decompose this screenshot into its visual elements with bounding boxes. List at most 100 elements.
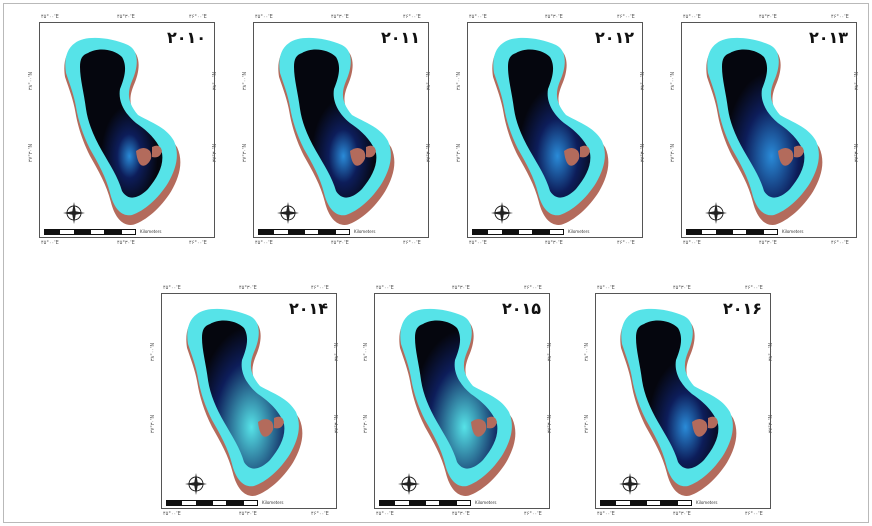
coord-bottom-mid: ۴۵°۳۰'E (452, 511, 470, 517)
coord-left-top: ۳۸°۰۰'N (363, 342, 370, 362)
coord-bottom-left: ۴۵°۰۰'E (163, 511, 181, 517)
coord-bottom-mid: ۴۵°۳۰'E (239, 511, 257, 517)
coord-top-left: ۴۵°۰۰'E (683, 14, 701, 20)
map-panel: ۲۰۱۶ Kilometers (595, 293, 771, 509)
coord-right-bottom: ۳۷°۳۰'N (547, 414, 554, 434)
coord-top-mid: ۴۵°۳۰'E (673, 285, 691, 291)
year-label: ۲۰۱۰ (166, 28, 206, 47)
coord-top-mid: ۴۵°۳۰'E (545, 14, 563, 20)
coord-bottom-right: ۴۶°۰۰'E (403, 240, 421, 246)
scale-bar (600, 500, 692, 506)
coord-bottom-mid: ۴۵°۳۰'E (545, 240, 563, 246)
coord-left-top: ۳۸°۰۰'N (584, 342, 591, 362)
coord-bottom-mid: ۴۵°۳۰'E (331, 240, 349, 246)
year-label: ۲۰۱۱ (380, 28, 420, 47)
scale-bar (472, 229, 564, 235)
scale-label: Kilometers (140, 229, 162, 234)
coord-top-right: ۴۶°۰۰'E (831, 14, 849, 20)
scale-label: Kilometers (262, 500, 284, 505)
coord-left-top: ۳۸°۰۰'N (670, 71, 677, 91)
coord-bottom-right: ۴۶°۰۰'E (311, 511, 329, 517)
coord-left-bottom: ۳۷°۳۰'N (363, 414, 370, 434)
lake-map-image (399, 308, 516, 496)
coord-right-top: ۳۸°۰۰'N (426, 71, 433, 91)
scale-bar (258, 229, 350, 235)
north-arrow-icon (398, 473, 420, 495)
coord-top-mid: ۴۵°۳۰'E (452, 285, 470, 291)
map-panel: ۲۰۱۰ Kilometers (39, 22, 215, 238)
coord-top-right: ۴۶°۰۰'E (524, 285, 542, 291)
coord-top-right: ۴۶°۰۰'E (745, 285, 763, 291)
coord-left-bottom: ۳۷°۳۰'N (670, 143, 677, 163)
coord-top-mid: ۴۵°۳۰'E (117, 14, 135, 20)
north-arrow-icon (185, 473, 207, 495)
north-arrow-icon (705, 202, 727, 224)
scale-bar (166, 500, 258, 506)
coord-left-bottom: ۳۷°۳۰'N (456, 143, 463, 163)
coord-top-left: ۴۵°۰۰'E (163, 285, 181, 291)
coord-bottom-right: ۴۶°۰۰'E (189, 240, 207, 246)
coord-bottom-left: ۴۵°۰۰'E (597, 511, 615, 517)
coord-right-bottom: ۳۷°۳۰'N (640, 143, 647, 163)
coord-bottom-right: ۴۶°۰۰'E (617, 240, 635, 246)
north-arrow-icon (277, 202, 299, 224)
scale-bar (686, 229, 778, 235)
coord-top-mid: ۴۵°۳۰'E (331, 14, 349, 20)
north-arrow-icon (491, 202, 513, 224)
map-panel: ۲۰۱۲ Kilometers (467, 22, 643, 238)
coord-top-right: ۴۶°۰۰'E (403, 14, 421, 20)
coord-bottom-left: ۴۵°۰۰'E (683, 240, 701, 246)
scale-label: Kilometers (354, 229, 376, 234)
lake-map-image (620, 308, 737, 496)
coord-right-top: ۳۸°۰۰'N (334, 342, 341, 362)
coord-top-left: ۴۵°۰۰'E (597, 285, 615, 291)
coord-right-bottom: ۳۷°۳۰'N (334, 414, 341, 434)
coord-right-bottom: ۳۷°۳۰'N (854, 143, 861, 163)
coord-bottom-mid: ۴۵°۳۰'E (759, 240, 777, 246)
map-panel: ۲۰۱۵ Kilometers (374, 293, 550, 509)
year-label: ۲۰۱۶ (722, 299, 762, 318)
coord-left-bottom: ۳۷°۳۰'N (584, 414, 591, 434)
year-label: ۲۰۱۲ (594, 28, 634, 47)
coord-top-mid: ۴۵°۳۰'E (239, 285, 257, 291)
coord-bottom-right: ۴۶°۰۰'E (745, 511, 763, 517)
scale-label: Kilometers (782, 229, 804, 234)
coord-left-bottom: ۳۷°۳۰'N (242, 143, 249, 163)
coord-bottom-left: ۴۵°۰۰'E (376, 511, 394, 517)
coord-bottom-left: ۴۵°۰۰'E (255, 240, 273, 246)
coord-top-right: ۴۶°۰۰'E (617, 14, 635, 20)
year-label: ۲۰۱۴ (288, 299, 328, 318)
lake-map-image (278, 37, 395, 225)
north-arrow-icon (619, 473, 641, 495)
lake-map-image (186, 308, 303, 496)
north-arrow-icon (63, 202, 85, 224)
coord-left-top: ۳۸°۰۰'N (242, 71, 249, 91)
coord-right-bottom: ۳۷°۳۰'N (426, 143, 433, 163)
coord-bottom-mid: ۴۵°۳۰'E (673, 511, 691, 517)
lake-map-image (492, 37, 609, 225)
coord-top-left: ۴۵°۰۰'E (469, 14, 487, 20)
coord-bottom-mid: ۴۵°۳۰'E (117, 240, 135, 246)
coord-right-top: ۳۸°۰۰'N (547, 342, 554, 362)
coord-bottom-left: ۴۵°۰۰'E (469, 240, 487, 246)
coord-right-bottom: ۳۷°۳۰'N (212, 143, 219, 163)
coord-right-bottom: ۳۷°۳۰'N (768, 414, 775, 434)
coord-bottom-right: ۴۶°۰۰'E (524, 511, 542, 517)
coord-right-top: ۳۸°۰۰'N (212, 71, 219, 91)
coord-right-top: ۳۸°۰۰'N (768, 342, 775, 362)
coord-top-right: ۴۶°۰۰'E (189, 14, 207, 20)
coord-top-left: ۴۵°۰۰'E (376, 285, 394, 291)
coord-bottom-left: ۴۵°۰۰'E (41, 240, 59, 246)
coord-right-top: ۳۸°۰۰'N (854, 71, 861, 91)
map-panel: ۲۰۱۴ Kilometers (161, 293, 337, 509)
scale-label: Kilometers (568, 229, 590, 234)
scale-label: Kilometers (696, 500, 718, 505)
map-panel: ۲۰۱۱ Kilometers (253, 22, 429, 238)
lake-map-image (706, 37, 823, 225)
coord-top-left: ۴۵°۰۰'E (41, 14, 59, 20)
figure-frame (3, 3, 869, 523)
scale-bar (379, 500, 471, 506)
scale-label: Kilometers (475, 500, 497, 505)
scale-bar (44, 229, 136, 235)
lake-map-image (64, 37, 181, 225)
